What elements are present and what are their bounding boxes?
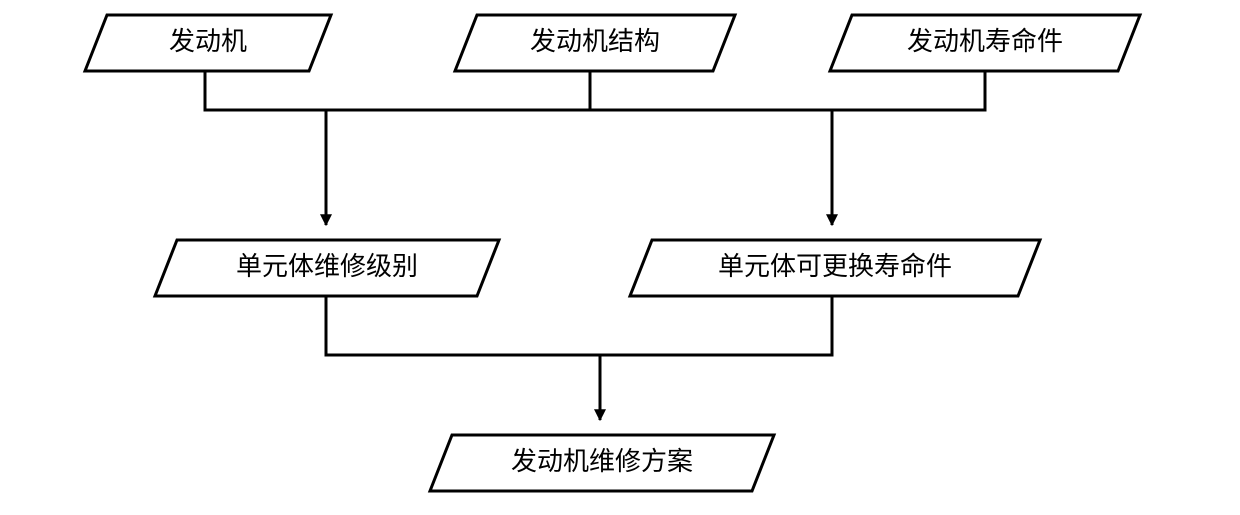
connector xyxy=(326,71,590,225)
flow-node-n2: 发动机结构 xyxy=(455,15,735,71)
connector xyxy=(832,71,985,225)
flow-node-n5: 单元体可更换寿命件 xyxy=(630,240,1040,296)
connector xyxy=(600,296,832,420)
flow-node-n6: 发动机维修方案 xyxy=(430,435,774,491)
flow-node-label: 发动机维修方案 xyxy=(511,447,693,476)
connector xyxy=(590,71,832,225)
flow-node-n3: 发动机寿命件 xyxy=(830,15,1140,71)
flow-node-n1: 发动机 xyxy=(85,15,331,71)
flow-node-label: 发动机结构 xyxy=(530,27,660,56)
flow-node-n4: 单元体维修级别 xyxy=(155,240,499,296)
flow-node-label: 发动机 xyxy=(169,27,247,56)
connector xyxy=(326,296,600,420)
flow-node-label: 发动机寿命件 xyxy=(907,27,1063,56)
flow-node-label: 单元体可更换寿命件 xyxy=(718,252,952,281)
flow-node-label: 单元体维修级别 xyxy=(236,252,418,281)
connector xyxy=(205,71,326,225)
